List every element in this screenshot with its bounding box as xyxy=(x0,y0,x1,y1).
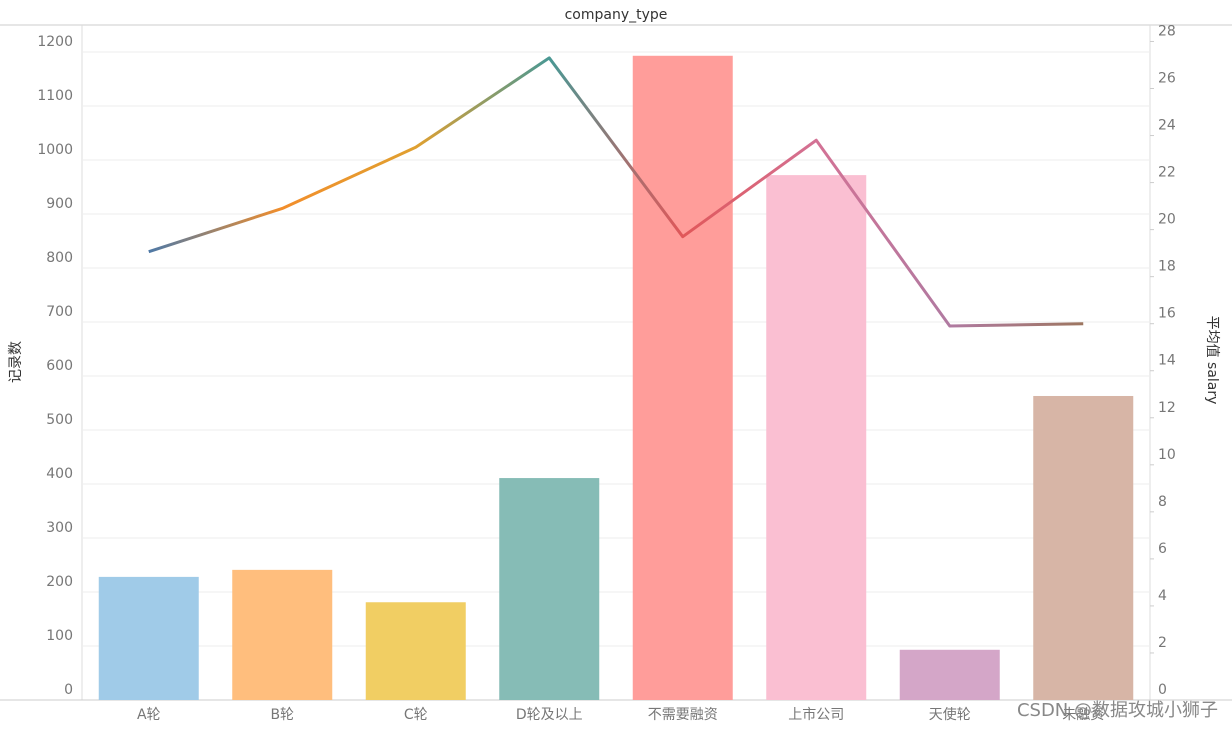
y2-tick-label: 14 xyxy=(1158,353,1176,369)
y2-tick-label: 8 xyxy=(1158,494,1167,510)
bar xyxy=(766,175,867,700)
y-tick-label: 400 xyxy=(46,466,73,482)
chart-title: company_type xyxy=(565,7,668,23)
y2-tick-label: 28 xyxy=(1158,23,1176,39)
x-tick-label: C轮 xyxy=(404,707,428,723)
x-tick-label: 上市公司 xyxy=(788,706,844,723)
y-tick-label: 600 xyxy=(46,358,73,374)
y2-tick-label: 4 xyxy=(1158,588,1167,604)
watermark: CSDN @数据攻城小狮子 xyxy=(1017,700,1218,721)
y-tick-label: 1000 xyxy=(37,142,73,158)
y-tick-label: 300 xyxy=(46,520,73,536)
bar xyxy=(232,569,333,700)
x-tick-label: A轮 xyxy=(137,707,161,723)
y-tick-label: 700 xyxy=(46,304,73,320)
bar xyxy=(499,478,600,700)
x-tick-label: 天使轮 xyxy=(929,706,971,723)
y-tick-label: 900 xyxy=(46,196,73,212)
y2-tick-label: 10 xyxy=(1158,447,1176,463)
y2-tick-label: 22 xyxy=(1158,165,1176,181)
y2-tick-label: 0 xyxy=(1158,682,1167,698)
y2-tick-label: 20 xyxy=(1158,212,1176,228)
x-tick-label: D轮及以上 xyxy=(516,707,583,723)
bar xyxy=(632,55,733,700)
y2-tick-label: 18 xyxy=(1158,259,1176,275)
x-tick-label: 未融资 xyxy=(1062,707,1104,723)
y2-tick-label: 6 xyxy=(1158,541,1167,557)
y2-tick-label: 24 xyxy=(1158,118,1176,134)
bar xyxy=(1033,395,1134,700)
bar xyxy=(365,602,466,700)
line xyxy=(148,56,1084,328)
y2-tick-label: 16 xyxy=(1158,306,1176,322)
y-tick-label: 200 xyxy=(46,574,73,590)
y-tick-label: 1200 xyxy=(37,34,73,50)
x-tick-label: B轮 xyxy=(270,707,294,723)
y-axis-title: 记录数 xyxy=(8,341,24,383)
y-tick-label: 0 xyxy=(64,682,73,698)
y-tick-label: 100 xyxy=(46,628,73,644)
y-tick-label: 1100 xyxy=(37,88,73,104)
bar xyxy=(899,649,1000,700)
y2-tick-label: 26 xyxy=(1158,71,1176,87)
x-tick-label: 不需要融资 xyxy=(648,707,718,723)
y2-axis-title: 平均值 salary xyxy=(1204,316,1220,405)
y-tick-label: 500 xyxy=(46,412,73,428)
y2-tick-label: 12 xyxy=(1158,400,1176,416)
y2-tick-label: 2 xyxy=(1158,635,1167,651)
bar xyxy=(98,576,199,700)
y-tick-label: 800 xyxy=(46,250,73,266)
